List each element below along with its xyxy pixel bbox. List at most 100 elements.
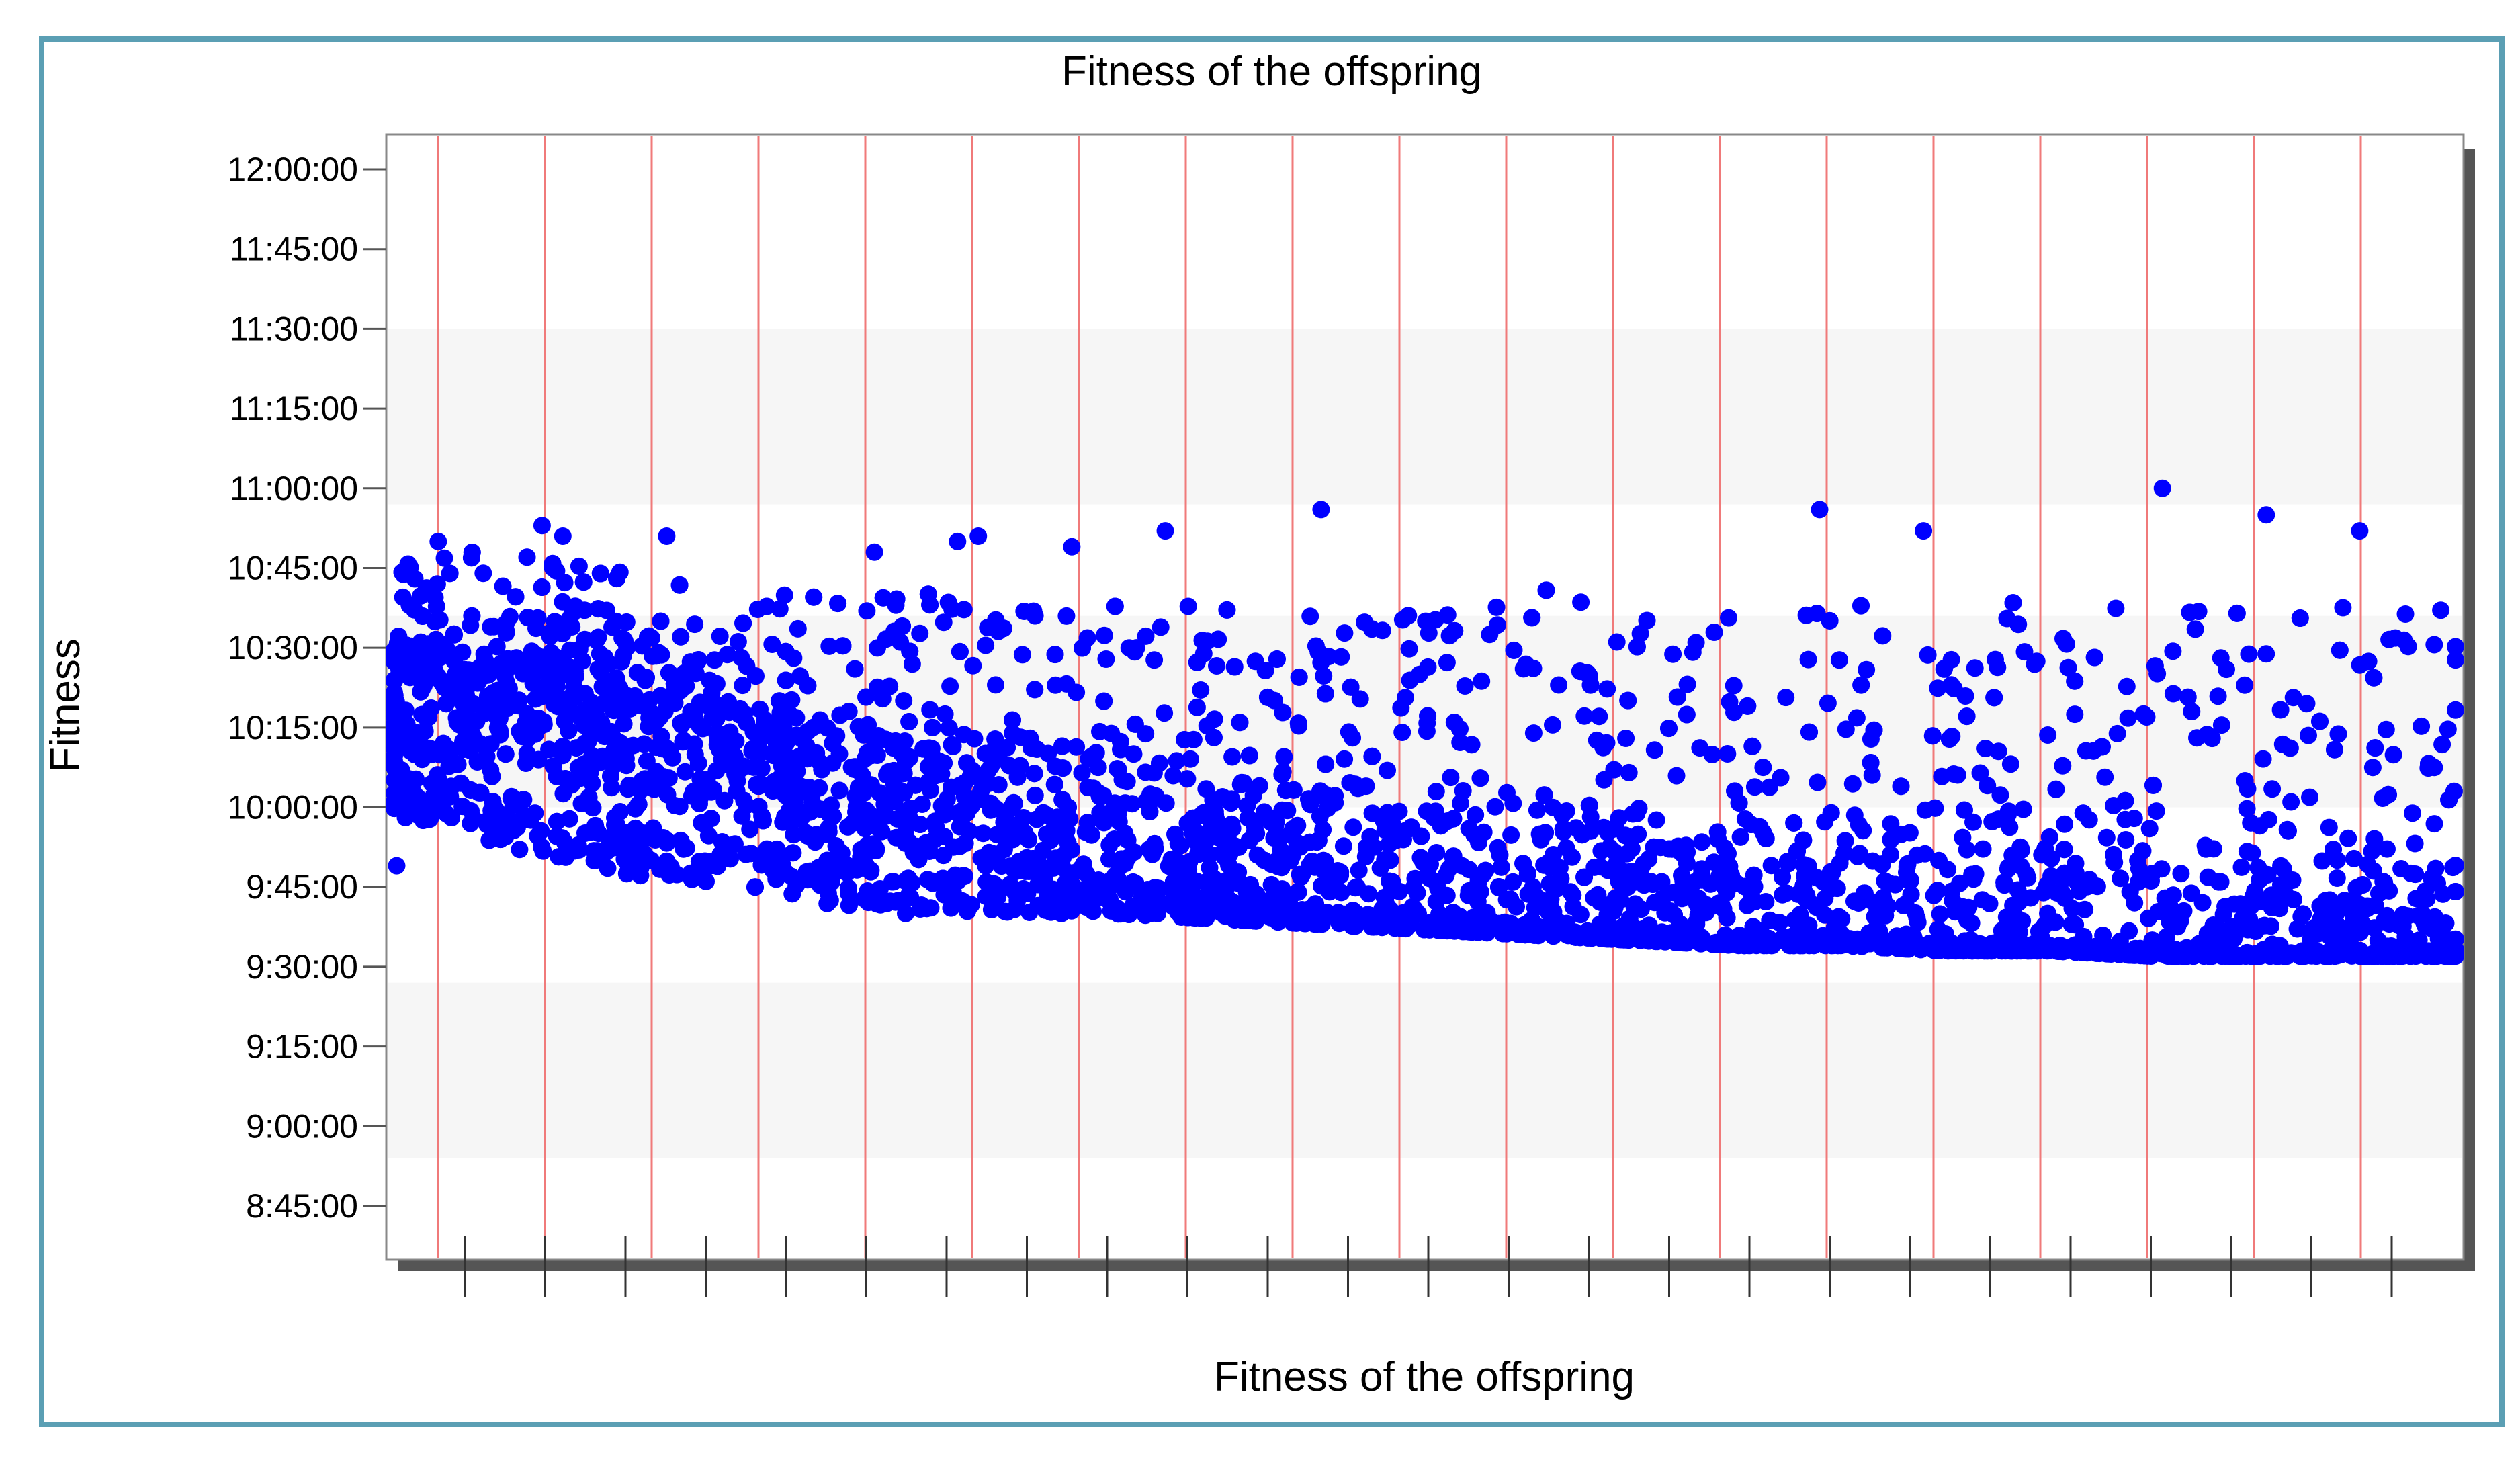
data-point [1528,801,1546,819]
data-point [1401,671,1419,689]
data-point [488,719,507,736]
data-point [2093,738,2111,756]
data-point [1725,677,1743,695]
data-point [2059,658,2077,677]
data-point [913,795,931,813]
data-point [1498,783,1516,802]
y-tick-label: 11:00:00 [230,470,358,507]
data-point [2003,846,2022,864]
data-point [958,804,976,822]
data-point [1678,675,1696,693]
data-point [1452,794,1469,812]
data-point [407,724,425,742]
data-point [1580,796,1598,814]
data-point [1660,840,1678,858]
data-point [1380,835,1398,853]
data-point [2143,865,2161,883]
data-point [958,754,976,772]
data-point [896,732,914,750]
data-point [2015,643,2034,661]
data-point [1179,597,1197,615]
data-point [1488,616,1506,634]
data-point [429,667,447,685]
data-point [2419,759,2437,777]
data-point [1168,752,1186,770]
data-point [941,677,959,695]
data-point [808,864,826,882]
data-point [2325,841,2342,859]
data-point [431,611,449,629]
data-point [1808,605,1826,622]
data-point [2425,815,2443,833]
data-point [2392,860,2410,877]
data-point [1332,648,1350,666]
data-point [1811,501,1829,519]
data-point [1822,863,1839,881]
data-point [2406,834,2424,853]
data-point [2105,853,2124,871]
data-point [425,786,443,804]
data-point [566,842,584,860]
data-point [2048,937,2067,955]
data-point [2341,931,2359,949]
data-point [689,754,707,772]
data-point [1777,884,1795,902]
data-point [2404,804,2421,822]
data-point [877,630,895,648]
data-point [2433,916,2451,935]
y-tick-label: 8:45:00 [246,1187,358,1225]
data-point [2118,677,2136,695]
data-point [1892,777,1910,796]
data-point [984,897,1002,915]
data-point [1026,786,1044,804]
data-point [1460,861,1478,879]
data-point [1074,855,1092,873]
data-point [820,637,838,655]
data-point [964,656,982,675]
data-point [1523,609,1541,627]
data-point [1571,662,1589,681]
data-point [2081,871,2099,889]
data-point [492,830,510,849]
y-tick-label: 9:45:00 [246,868,358,906]
data-point [2097,828,2116,847]
data-point [824,807,842,825]
data-point [738,657,756,675]
data-point [518,548,536,566]
data-point [407,648,425,667]
data-point [2345,910,2363,928]
data-point [2294,905,2312,923]
data-point [2313,852,2331,870]
data-point [574,573,593,591]
data-point [550,848,568,866]
data-point [502,813,520,831]
data-point [1591,893,1609,911]
data-point [733,807,751,825]
data-point [1551,914,1569,932]
data-point [1874,627,1892,645]
data-point [1540,875,1559,893]
data-point [422,699,440,718]
data-point [1575,927,1593,945]
data-point [1592,858,1610,876]
data-point [1735,937,1753,955]
data-point [600,691,617,710]
data-point [658,785,677,804]
data-point [647,647,665,665]
data-point [2433,736,2451,754]
data-point [1421,869,1439,888]
data-point [1145,764,1163,782]
data-point [2263,935,2282,953]
data-point [1854,822,1872,840]
data-point [660,664,678,682]
data-point [1314,851,1332,869]
data-point [586,816,605,834]
data-point [1858,660,1876,679]
y-tick-label: 11:15:00 [230,390,358,427]
data-point [1792,917,1811,935]
data-point [2447,883,2464,900]
data-point [2253,892,2271,910]
data-point [600,654,618,673]
data-point [935,754,953,772]
data-point [2378,840,2396,858]
